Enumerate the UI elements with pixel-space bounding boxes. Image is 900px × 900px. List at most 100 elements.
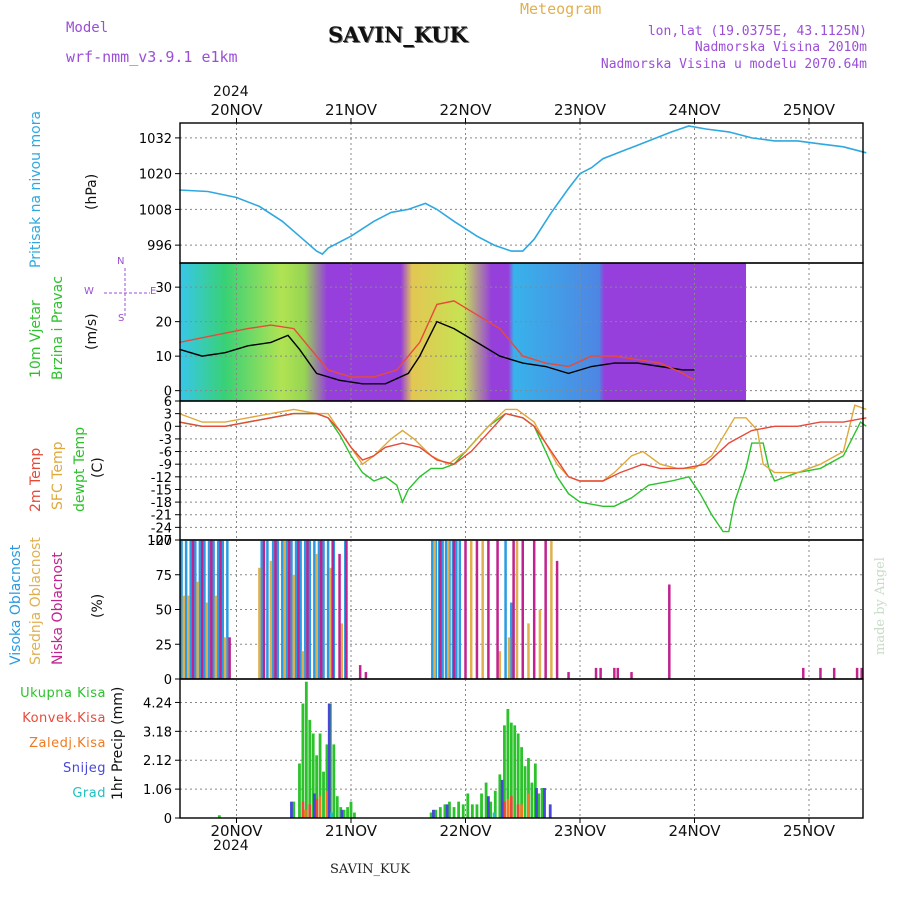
bar bbox=[464, 540, 467, 679]
high-cloud-side-label: Visoka Oblacnost bbox=[8, 544, 24, 665]
bar bbox=[330, 812, 333, 818]
bar bbox=[301, 801, 305, 818]
bar bbox=[317, 540, 321, 679]
day-label-top: 20NOV bbox=[210, 101, 263, 119]
bar bbox=[504, 540, 507, 679]
bar bbox=[544, 540, 547, 679]
y-tick-label: 1032 bbox=[139, 132, 172, 147]
bar bbox=[304, 681, 308, 818]
bar bbox=[481, 540, 484, 679]
bar bbox=[487, 796, 490, 818]
bar bbox=[832, 667, 836, 679]
bar bbox=[281, 540, 284, 679]
bar bbox=[466, 793, 470, 818]
cloud-unit-label: (%) bbox=[90, 593, 106, 618]
y-tick-label: 50 bbox=[155, 604, 172, 619]
bar bbox=[266, 540, 269, 679]
temp-unit-label: (C) bbox=[90, 457, 106, 478]
y-tick-label: 0 bbox=[164, 420, 172, 435]
legend-total-precip: Ukupna Kisa bbox=[20, 686, 106, 701]
compass-n-label: N bbox=[117, 256, 125, 267]
bar bbox=[521, 540, 524, 679]
bar bbox=[452, 807, 456, 818]
bar bbox=[349, 801, 353, 818]
bar bbox=[520, 804, 524, 818]
bar bbox=[338, 553, 341, 679]
y-tick-label: 6 bbox=[164, 395, 172, 410]
legend-frozen-precip: Zaledj.Kisa bbox=[29, 736, 106, 751]
bar bbox=[301, 651, 305, 679]
bar bbox=[340, 809, 344, 818]
precip-unit-label: 1hr Precip (mm) bbox=[110, 686, 126, 800]
bar bbox=[214, 595, 218, 679]
y-tick-label: 3 bbox=[164, 408, 172, 423]
bar bbox=[550, 540, 553, 679]
bar bbox=[315, 755, 319, 818]
bar bbox=[434, 809, 438, 818]
bar bbox=[470, 804, 474, 818]
bar bbox=[322, 540, 325, 679]
bar bbox=[506, 798, 510, 818]
bar bbox=[303, 540, 307, 679]
bar bbox=[487, 540, 490, 679]
bar bbox=[189, 540, 192, 679]
bar bbox=[498, 651, 502, 679]
sfc-line bbox=[179, 404, 867, 482]
bar bbox=[217, 815, 221, 818]
bar bbox=[429, 812, 433, 818]
y-tick-label: 996 bbox=[147, 239, 172, 254]
lonlat-label: lon,lat (19.0375E, 43.1125N) bbox=[647, 24, 867, 39]
panel-frame bbox=[179, 400, 864, 541]
bar bbox=[543, 788, 546, 818]
bar bbox=[340, 623, 344, 679]
day-label-bottom: 20NOV bbox=[210, 822, 263, 840]
bar bbox=[298, 763, 301, 818]
y-tick-label: 0 bbox=[164, 812, 172, 827]
y-tick-label: -24 bbox=[151, 521, 172, 536]
y-tick-label: 1008 bbox=[139, 203, 172, 218]
bar bbox=[269, 560, 273, 679]
bar bbox=[613, 667, 616, 679]
y-tick-label: 1.06 bbox=[143, 783, 172, 798]
day-label-bottom: 23NOV bbox=[554, 822, 607, 840]
bar bbox=[219, 540, 222, 679]
y-tick-label: -27 bbox=[151, 534, 172, 549]
y-tick-label: 100 bbox=[147, 534, 172, 549]
y-tick-label: 3.18 bbox=[143, 725, 172, 740]
day-label-bottom: 24NOV bbox=[668, 822, 721, 840]
bar bbox=[540, 788, 544, 818]
bar bbox=[475, 804, 479, 818]
bar bbox=[555, 560, 559, 679]
bar bbox=[294, 540, 298, 679]
bar bbox=[308, 719, 312, 818]
bar bbox=[630, 672, 633, 679]
bar bbox=[292, 574, 295, 679]
bar bbox=[285, 540, 289, 679]
compass-e-label: E bbox=[150, 286, 157, 297]
panel-frame bbox=[179, 678, 864, 819]
temp2m-line bbox=[179, 412, 867, 482]
model-label: Model bbox=[66, 20, 109, 36]
y-tick-label: 1020 bbox=[139, 168, 172, 183]
mid-cloud-side-label: Srednja Oblacnost bbox=[28, 537, 44, 665]
model-elevation-label: Nadmorska Visina u modelu 2070.64m bbox=[600, 57, 867, 72]
y-tick-label: 75 bbox=[155, 569, 172, 584]
year-top-label: 2024 bbox=[213, 84, 249, 100]
wind-side-label-2: Brzina i Pravac bbox=[50, 276, 66, 380]
y-tick-label: -18 bbox=[151, 496, 172, 511]
bar bbox=[510, 602, 513, 679]
bar bbox=[358, 665, 362, 679]
bar bbox=[443, 804, 447, 818]
bar bbox=[182, 595, 186, 679]
panel-frame bbox=[179, 122, 864, 264]
bar bbox=[513, 725, 517, 818]
bar bbox=[503, 801, 506, 818]
bar bbox=[297, 540, 300, 679]
bar bbox=[452, 540, 456, 679]
day-label-top: 24NOV bbox=[668, 101, 721, 119]
bar bbox=[496, 540, 499, 679]
bar bbox=[198, 540, 202, 679]
bar bbox=[187, 595, 190, 679]
bar bbox=[228, 637, 231, 679]
